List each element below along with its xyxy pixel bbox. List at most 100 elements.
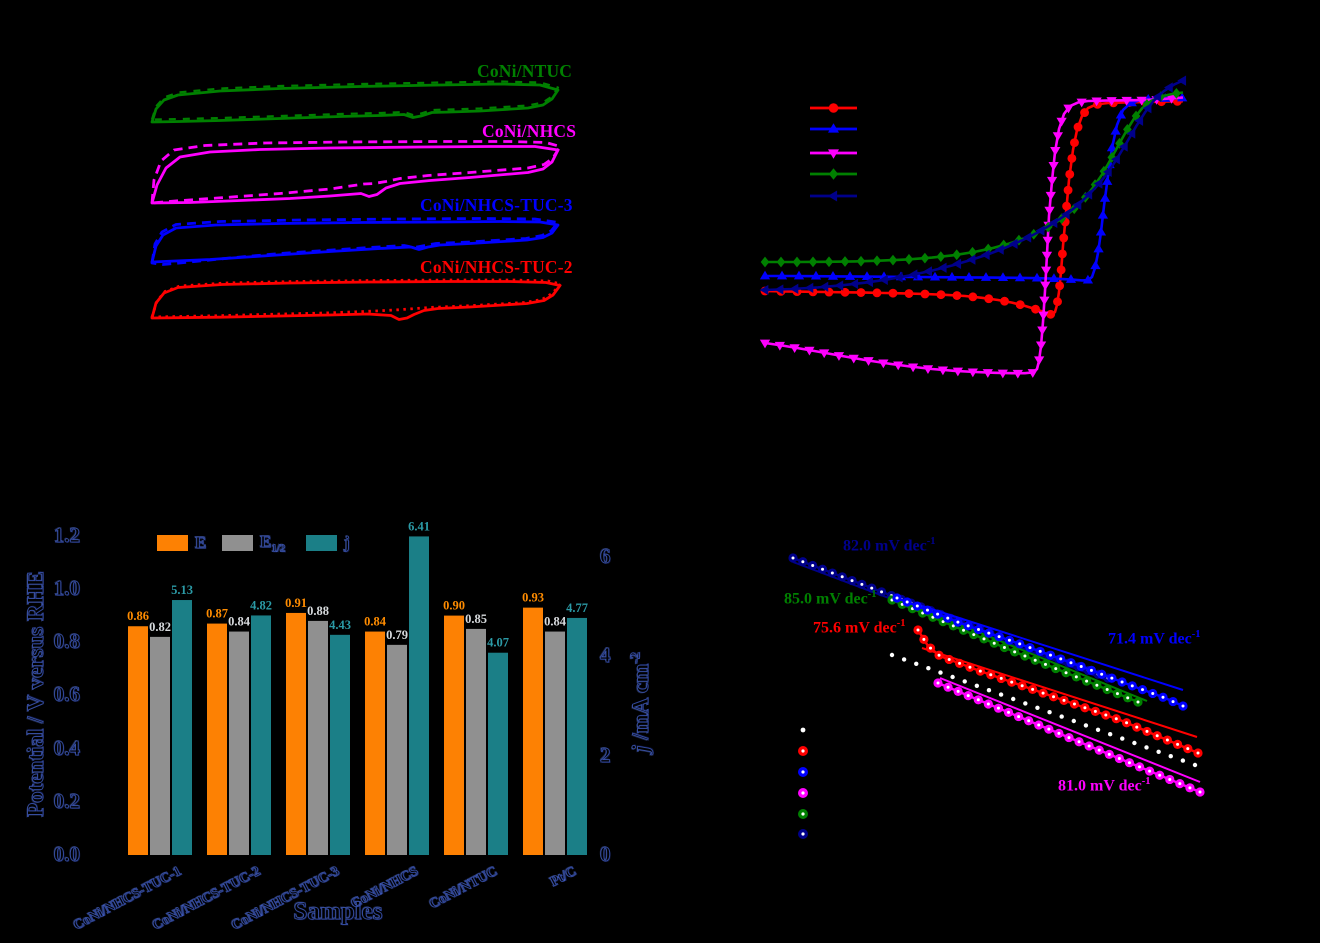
tafel-fit-line-2 (921, 605, 1184, 691)
tafel-point-4 (1180, 758, 1186, 763)
bar-chart-plot: 0.860.825.130.870.844.82 0.910.884.43 0.84… (127, 519, 588, 855)
lsv-marker-0 (936, 290, 946, 300)
lsv-marker-2 (774, 341, 785, 351)
lsv-marker-2 (1034, 356, 1045, 366)
lsv-marker-0 (1031, 304, 1040, 314)
tafel-point-4 (986, 688, 992, 693)
tafel-point-core (966, 624, 970, 628)
lsv-marker-4 (1008, 238, 1018, 249)
tafel-point-4 (1192, 762, 1198, 768)
tafel-point-core (1178, 782, 1182, 786)
bar-value-label: 0.86 (127, 609, 149, 623)
lsv-marker-3 (904, 253, 914, 265)
lsv-marker-3 (840, 256, 850, 267)
lsv-marker-2 (1041, 266, 1052, 276)
lsv-marker-2 (967, 368, 978, 378)
tafel-slope-green: 85.0 mV dec-1 (784, 589, 877, 608)
lsv-marker-1 (1048, 273, 1060, 283)
tafel-point-core (1074, 675, 1078, 679)
tafel-point-core (1038, 649, 1042, 653)
lsv-marker-0 (1046, 309, 1056, 319)
tafel-point-core (821, 567, 825, 571)
tafel-point-core (982, 637, 986, 641)
cv-loop-coni-nhcs-dashed (150, 140, 562, 205)
tafel-point-core (1181, 704, 1185, 708)
bar-E12-CoNi-NHCS (387, 644, 407, 855)
bar-value-label: 0.84 (228, 615, 251, 629)
tafel-point-core (1165, 738, 1169, 742)
tafel-plot (788, 553, 1205, 839)
lsv-marker-3 (1014, 234, 1024, 246)
lsv-marker-2 (1041, 251, 1053, 261)
tafel-point-4 (914, 661, 919, 666)
tafel-point-core (915, 604, 919, 608)
tafel-point-core (1107, 752, 1111, 756)
lsv-marker-4 (879, 274, 888, 285)
tafel-point-core (978, 669, 982, 673)
lsv-marker-4 (923, 266, 933, 277)
tafel-point-4 (950, 674, 955, 680)
tafel-point-core (870, 586, 874, 590)
lsv-marker-4 (1048, 217, 1058, 228)
tafel-point-core (1114, 717, 1118, 721)
legend-item-E-half: E1/2 (222, 531, 286, 555)
bar-E-Pt-C (523, 607, 543, 855)
tafel-point-core (946, 685, 950, 689)
lsv-marker-1 (929, 271, 941, 281)
lsv-marker-3 (888, 254, 898, 266)
lsv-marker-0 (1055, 281, 1065, 291)
tafel-point-core (1126, 696, 1130, 700)
tafel-point-4 (974, 683, 980, 688)
legend-label-j: j (344, 533, 351, 553)
bar-E-CoNi-NTUC (444, 615, 464, 855)
lsv-marker-0 (1080, 108, 1089, 118)
tafel-point-core (791, 556, 795, 560)
lsv-marker-1 (997, 272, 1009, 282)
lsv-marker-1 (776, 270, 788, 280)
lsv-marker-4 (1102, 166, 1112, 177)
tafel-point-4 (1168, 754, 1173, 759)
lsv-marker-2 (804, 346, 815, 356)
tafel-point-core (1105, 687, 1109, 691)
tafel-slope-red: 75.6 mV dec-1 (813, 618, 906, 637)
bar-E-CoNi-NHCS-TUC-1 (128, 626, 148, 855)
tafel-point-core (1120, 680, 1124, 684)
tafel-fit-line-5 (939, 677, 1201, 783)
lsv-marker-1 (1102, 176, 1113, 185)
tafel-point-4 (1035, 705, 1040, 710)
tafel-point-core (1079, 664, 1083, 668)
bar-value-label: 0.87 (206, 607, 228, 621)
tafel-point-core (1077, 740, 1081, 744)
tafel-point-core (1028, 646, 1032, 650)
lsv-marker-2 (907, 363, 919, 373)
tafel-point-4 (1120, 736, 1125, 741)
lsv-marker-4 (804, 282, 814, 294)
tafel-point-core (941, 620, 945, 624)
bar-value-label: 0.82 (149, 620, 171, 634)
lsv-marker-0 (920, 289, 930, 299)
lsv-marker-2 (1035, 341, 1047, 351)
tafel-point-4 (1011, 696, 1016, 702)
lsv-marker-0 (1067, 153, 1077, 163)
tafel-point-core (976, 627, 980, 631)
tafel-point-core (947, 657, 951, 661)
cv-curves-plot (150, 80, 563, 321)
tafel-point-4 (889, 652, 895, 658)
left-axis-tick-1.2: 1.2 (53, 522, 80, 547)
lsv-marker-4 (774, 284, 784, 295)
tafel-point-core (1093, 709, 1097, 713)
lsv-marker-4 (1093, 178, 1103, 189)
tafel-legend-marker-0 (800, 727, 806, 733)
lsv-marker-0 (1073, 122, 1083, 132)
tafel-point-core (1138, 765, 1142, 769)
tafel-point-4 (1156, 749, 1161, 754)
tafel-point-core (1176, 742, 1180, 746)
lsv-marker-1 (1126, 97, 1137, 107)
tafel-point-core (1196, 751, 1200, 755)
lsv-marker-2 (1052, 132, 1063, 142)
lsv-marker-3 (952, 249, 962, 261)
lsv-marker-2 (1012, 369, 1023, 379)
lsv-marker-4 (849, 278, 859, 289)
bar-value-label: 0.79 (386, 628, 408, 642)
lsv-marker-0 (1057, 249, 1067, 259)
